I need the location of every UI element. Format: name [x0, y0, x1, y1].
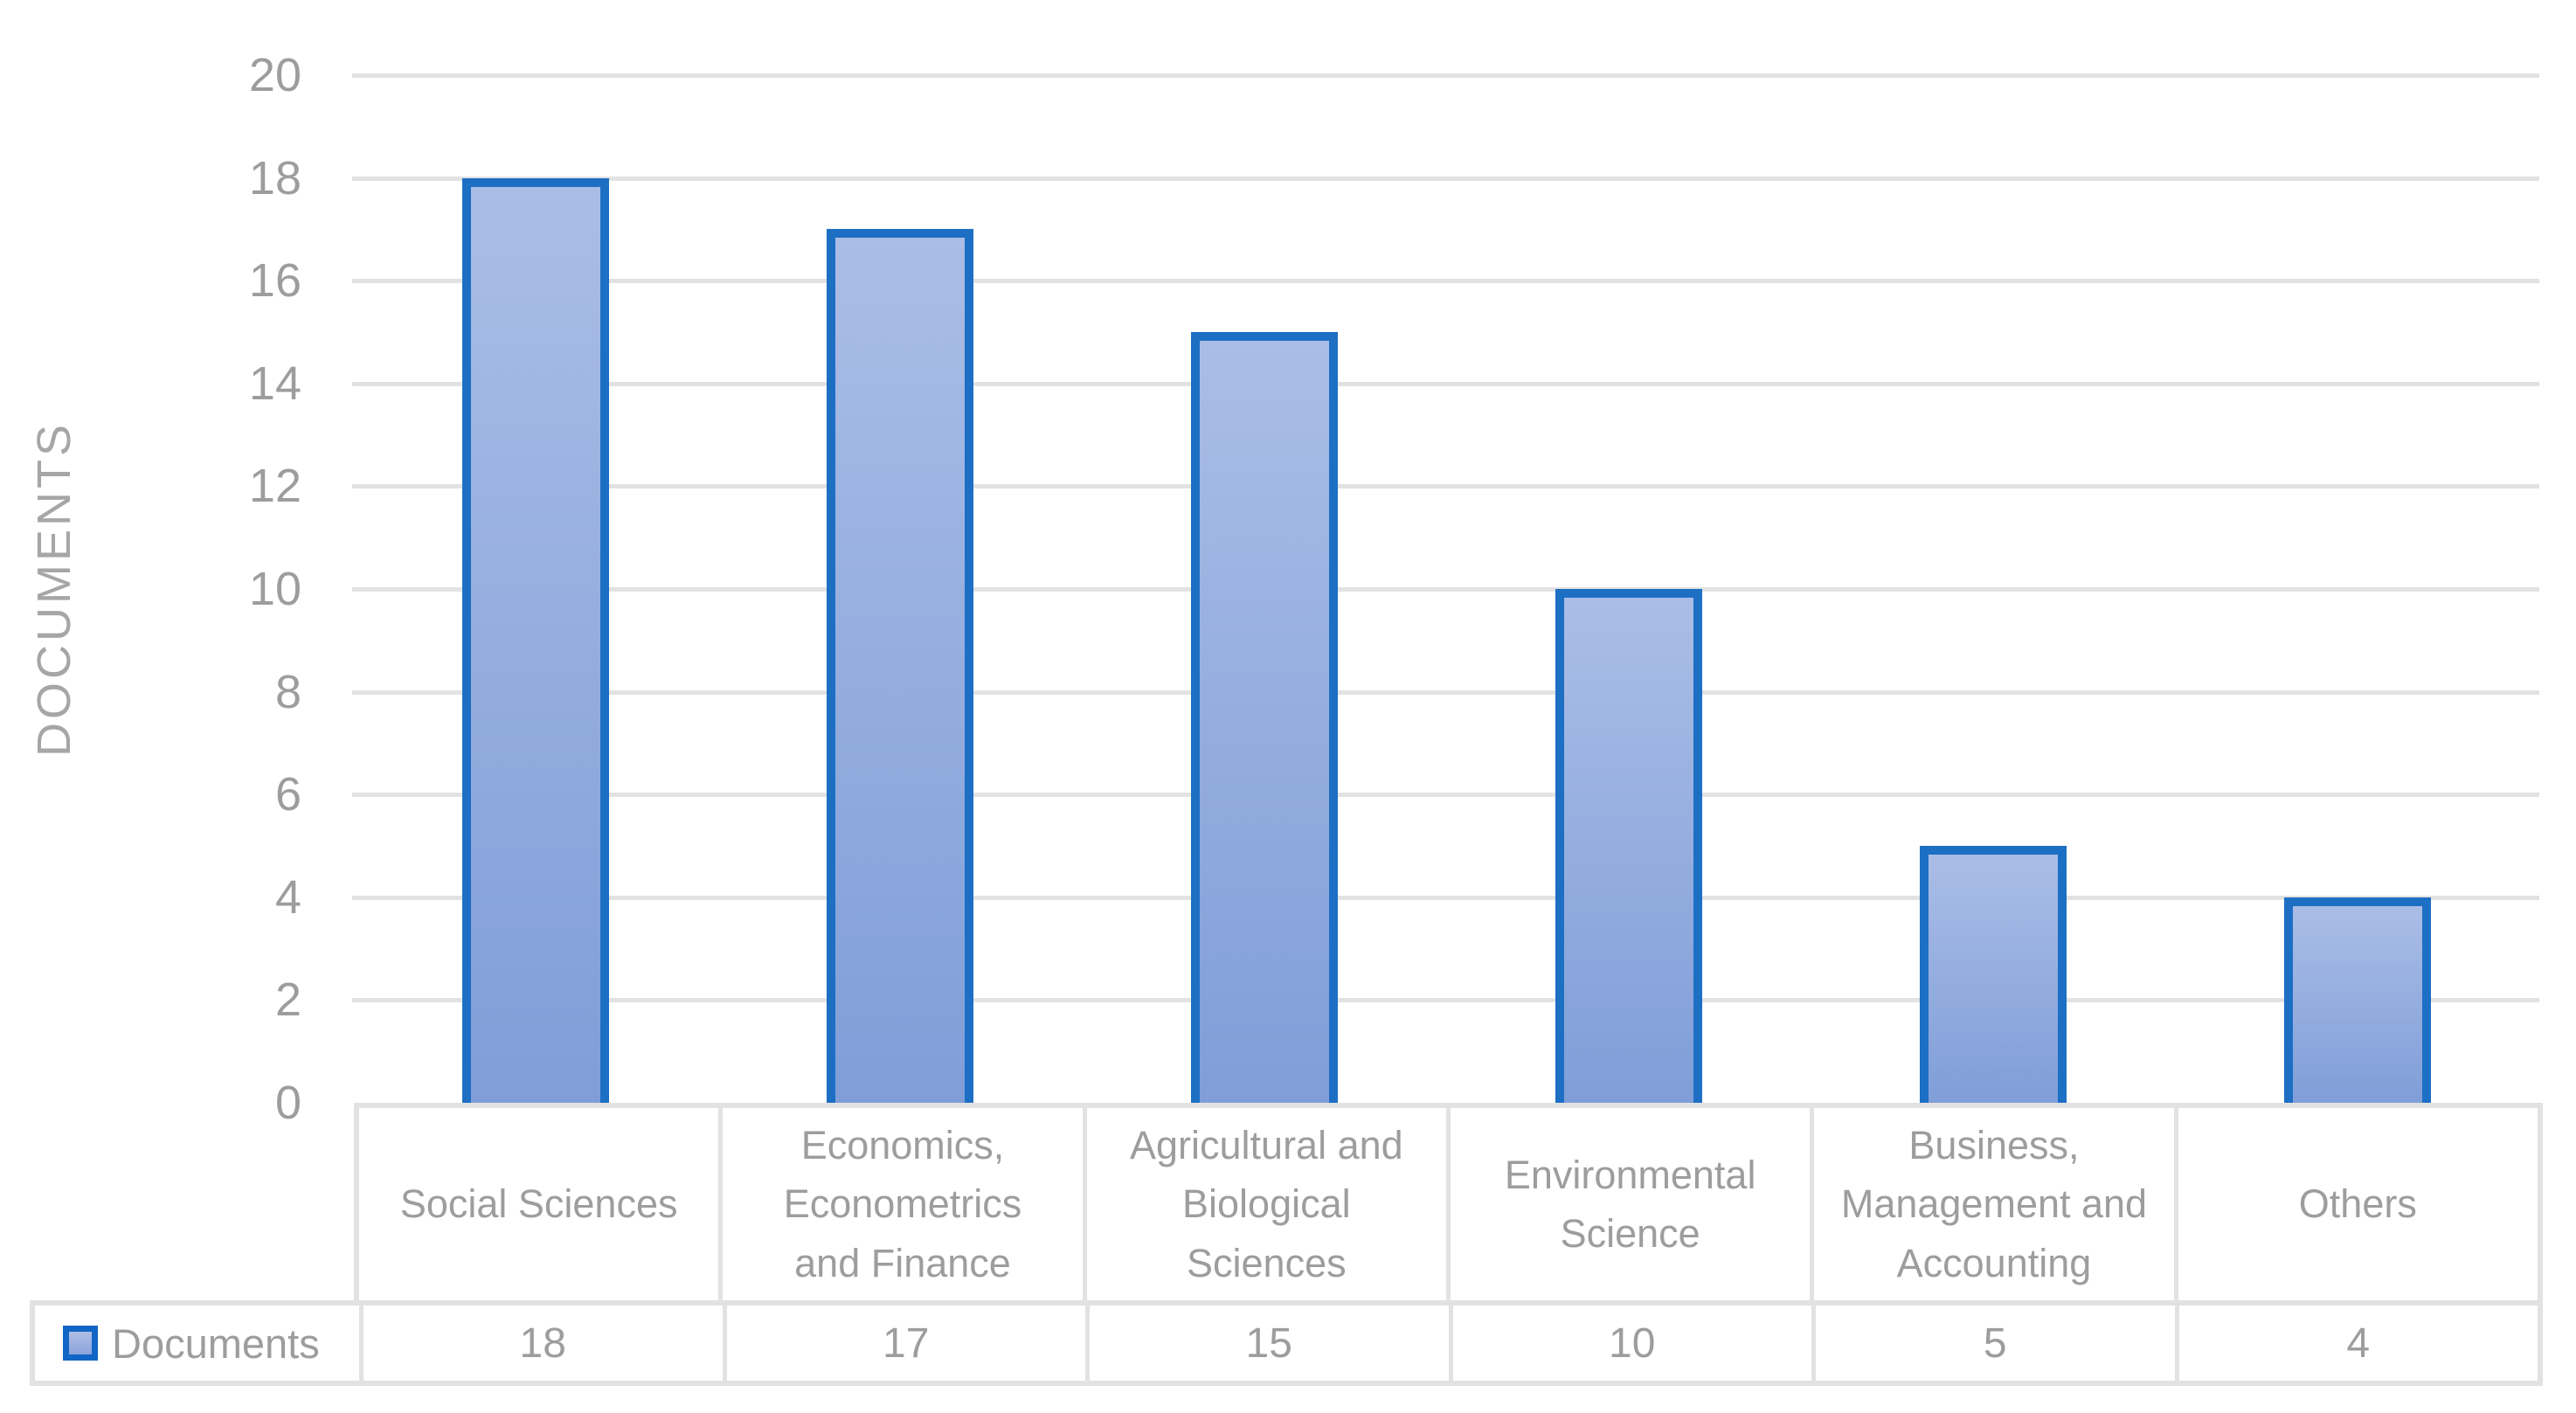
value-cell-social-sciences: 18 — [359, 1306, 723, 1381]
gridline-y-16 — [352, 279, 2539, 283]
data-table-values-row: Documents 18 17 15 10 5 4 — [30, 1300, 2543, 1386]
y-tick-label-14: 14 — [248, 357, 301, 410]
value-cell-environmental-science: 10 — [1448, 1306, 1812, 1381]
category-cell-business-management-and-accounting: Business, Management and Accounting — [1810, 1108, 2173, 1300]
category-label: Environmental Science — [1504, 1152, 1756, 1257]
value-cell-others: 4 — [2174, 1306, 2538, 1381]
category-label: Economics, Econometrics and Finance — [783, 1122, 1022, 1285]
gridline-y-8 — [352, 690, 2539, 695]
category-label: Agricultural and Biological Sciences — [1129, 1122, 1403, 1285]
bar-others — [2284, 897, 2431, 1103]
category-cell-agricultural-and-biological-sciences: Agricultural and Biological Sciences — [1082, 1108, 1446, 1300]
legend-cell: Documents — [35, 1306, 359, 1381]
gridline-y-20 — [352, 73, 2539, 78]
y-tick-label-2: 2 — [274, 973, 301, 1026]
gridline-y-18 — [352, 177, 2539, 181]
category-cell-others: Others — [2173, 1108, 2538, 1300]
value-cell-agricultural-and-biological-sciences: 15 — [1085, 1306, 1449, 1381]
bar-agricultural-and-biological-sciences — [1191, 332, 1338, 1103]
y-tick-label-12: 12 — [248, 460, 301, 512]
category-cell-social-sciences: Social Sciences — [359, 1108, 718, 1300]
series-legend-label: Documents — [112, 1319, 320, 1367]
category-cell-environmental-science: Environmental Science — [1445, 1108, 1810, 1300]
gridline-y-12 — [352, 484, 2539, 488]
series-legend-marker-icon — [63, 1326, 98, 1361]
bar-environmental-science — [1555, 589, 1702, 1103]
gridline-y-4 — [352, 896, 2539, 900]
y-axis-title-text: DOCUMENTS — [28, 421, 80, 757]
y-tick-label-20: 20 — [248, 49, 301, 101]
gridline-y-6 — [352, 793, 2539, 797]
y-tick-label-10: 10 — [248, 563, 301, 615]
bar-business-management-and-accounting — [1920, 846, 2067, 1103]
category-label: Social Sciences — [399, 1181, 678, 1227]
gridline-y-10 — [352, 587, 2539, 592]
bar-social-sciences — [462, 178, 609, 1103]
y-axis-title: DOCUMENTS — [12, 75, 96, 1103]
y-tick-label-6: 6 — [274, 768, 301, 821]
y-tick-label-0: 0 — [274, 1077, 301, 1129]
bar-economics-econometrics-and-finance — [827, 229, 973, 1103]
category-label: Others — [2298, 1181, 2417, 1227]
category-label: Business, Management and Accounting — [1840, 1122, 2148, 1285]
category-cell-economics-econometrics-and-finance: Economics, Econometrics and Finance — [718, 1108, 1082, 1300]
y-tick-label-8: 8 — [274, 666, 301, 718]
value-cell-business-management-and-accounting: 5 — [1811, 1306, 2175, 1381]
y-tick-label-16: 16 — [248, 254, 301, 307]
y-tick-label-18: 18 — [248, 152, 301, 204]
y-tick-label-4: 4 — [274, 871, 301, 924]
data-table-category-row: Social Sciences Economics, Econometrics a… — [354, 1103, 2543, 1300]
value-cell-economics-econometrics-and-finance: 17 — [722, 1306, 1086, 1381]
gridline-y-2 — [352, 998, 2539, 1002]
gridline-y-14 — [352, 382, 2539, 386]
